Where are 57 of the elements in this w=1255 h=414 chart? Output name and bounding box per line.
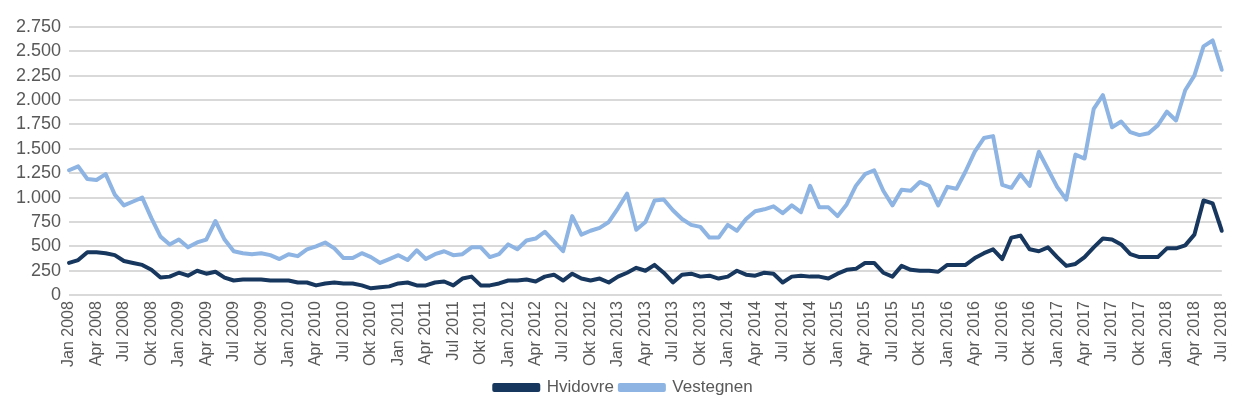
x-tick-label: Okt 2010 xyxy=(361,301,379,367)
x-tick-label: Jan 2011 xyxy=(388,301,406,366)
x-tick-label: Jan 2014 xyxy=(718,301,736,368)
y-tick-label: 1.750 xyxy=(16,113,62,134)
x-tick-label: Jan 2018 xyxy=(1157,301,1175,368)
x-tick-label: Okt 2017 xyxy=(1129,301,1147,367)
x-tick-label: Jul 2018 xyxy=(1212,301,1230,362)
x-tick-label: Apr 2012 xyxy=(526,301,544,367)
legend-label: Hvidovre xyxy=(546,377,614,397)
x-tick-label: Apr 2010 xyxy=(306,301,324,367)
x-tick-label: Jan 2015 xyxy=(827,301,845,368)
x-tick-label: Okt 2015 xyxy=(910,301,928,367)
x-tick-label: Apr 2014 xyxy=(745,301,763,367)
y-tick-label: 2.250 xyxy=(16,64,62,85)
legend-label: Vestegnen xyxy=(672,377,753,397)
x-tick-label: Apr 2016 xyxy=(965,301,983,367)
x-tick-label: Jul 2016 xyxy=(992,301,1010,362)
x-tick-label: Okt 2013 xyxy=(690,301,708,367)
x-tick-label: Jan 2017 xyxy=(1047,301,1065,368)
x-tick-label: Okt 2014 xyxy=(800,301,818,367)
x-tick-label: Apr 2017 xyxy=(1074,301,1092,367)
y-tick-label: 1.500 xyxy=(16,137,62,158)
x-tick-label: Okt 2008 xyxy=(141,301,159,367)
x-tick-label: Apr 2015 xyxy=(855,301,873,367)
y-tick-label: 500 xyxy=(31,235,62,256)
x-tick-label: Jul 2009 xyxy=(224,301,242,362)
x-tick-label: Jan 2009 xyxy=(169,301,187,368)
x-tick-label: Jan 2010 xyxy=(279,301,297,368)
x-tick-label: Okt 2011 xyxy=(471,301,489,365)
y-tick-label: 750 xyxy=(31,210,62,231)
x-tick-label: Jan 2012 xyxy=(498,301,516,368)
x-tick-label: Apr 2011 xyxy=(416,301,434,365)
y-tick-label: 250 xyxy=(31,259,62,280)
x-tick-label: Apr 2008 xyxy=(86,301,104,367)
y-tick-label: 2.750 xyxy=(16,15,62,36)
y-tick-label: 2.500 xyxy=(16,40,62,61)
x-tick-label: Jul 2012 xyxy=(553,301,571,362)
y-tick-label: 1.250 xyxy=(16,162,62,183)
y-tick-label: 1.000 xyxy=(16,186,62,207)
x-tick-label: Jul 2010 xyxy=(333,301,351,362)
x-tick-label: Okt 2009 xyxy=(251,301,269,367)
x-tick-label: Jan 2008 xyxy=(59,301,77,368)
x-tick-label: Okt 2016 xyxy=(1020,301,1038,367)
x-tick-label: Jan 2016 xyxy=(937,301,955,368)
x-tick-label: Jul 2014 xyxy=(773,301,791,362)
x-tick-label: Jul 2013 xyxy=(663,301,681,362)
x-tick-label: Jul 2011 xyxy=(443,301,461,361)
y-tick-label: 0 xyxy=(51,284,62,305)
x-tick-label: Jan 2013 xyxy=(608,301,626,368)
x-tick-label: Apr 2018 xyxy=(1184,301,1202,367)
x-tick-label: Jul 2008 xyxy=(114,301,132,362)
y-tick-label: 2.000 xyxy=(16,88,62,109)
x-tick-label: Apr 2009 xyxy=(196,301,214,367)
x-tick-label: Jul 2017 xyxy=(1102,301,1120,362)
x-tick-label: Okt 2012 xyxy=(580,301,598,367)
x-tick-label: Apr 2013 xyxy=(635,301,653,367)
x-tick-label: Jul 2015 xyxy=(882,301,900,362)
